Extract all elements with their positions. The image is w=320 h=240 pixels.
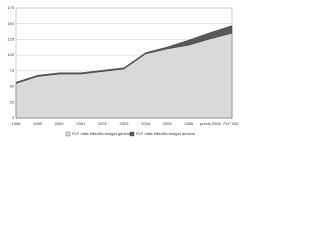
x-tick-label: 2001 <box>76 121 86 126</box>
y-tick-label: 75 <box>10 68 15 73</box>
x-tick-label: 2002 <box>98 121 108 126</box>
y-tick-label: 50 <box>10 84 15 89</box>
x-tick-label: 2005 <box>163 121 173 126</box>
x-tick-label: 2000 <box>55 121 65 126</box>
x-tick-label: 2003 <box>120 121 130 126</box>
y-tick-label: 175 <box>7 5 14 10</box>
x-tick-label: 1998 <box>12 121 22 126</box>
legend-label: PLF mille effectifs budget annexe <box>136 131 196 136</box>
x-tick-label: 2004 <box>141 121 151 126</box>
area <box>15 25 233 84</box>
y-tick-label: 0 <box>12 115 15 120</box>
chart: 0 25 50 75 100 125 150 175 1998 1999 2000 2001 2002 2… <box>7 5 239 137</box>
y-tick-label: 25 <box>10 99 15 104</box>
y-tick-label: 150 <box>7 21 14 26</box>
x-tick-label: 1999 <box>33 121 43 126</box>
x-tick-label: PLF 2007 <box>223 121 239 126</box>
y-tick-label: 100 <box>7 52 14 57</box>
x-tick-label: prévis.2006 <box>200 121 221 126</box>
legend-swatch <box>129 131 135 137</box>
legend-swatch <box>65 131 71 137</box>
y-tick-label: 125 <box>7 36 14 41</box>
legend-label: PLF mille effectifs budget général <box>72 131 131 136</box>
x-tick-label: 2006 <box>184 121 194 126</box>
